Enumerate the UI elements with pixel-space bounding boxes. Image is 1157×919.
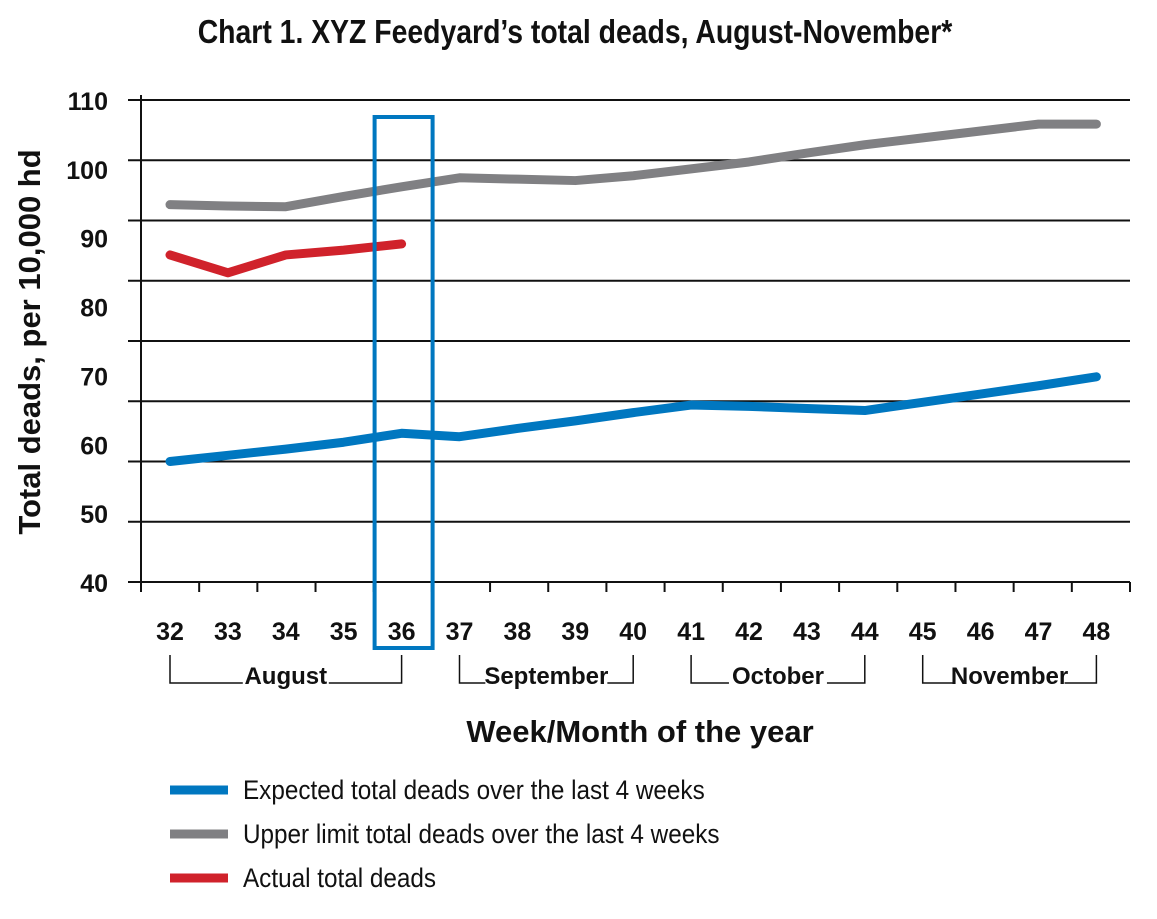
x-tick-label: 32 bbox=[156, 618, 184, 646]
month-label-bg bbox=[242, 662, 329, 688]
month-label: October bbox=[732, 663, 824, 690]
chart-title: Chart 1. XYZ Feedyard’s total deads, Aug… bbox=[198, 13, 953, 51]
legend-label: Actual total deads bbox=[243, 864, 436, 893]
x-tick-label: 44 bbox=[851, 618, 879, 646]
y-tick-label: 110 bbox=[68, 88, 108, 116]
month-label: August bbox=[244, 663, 327, 690]
x-tick-label: 42 bbox=[735, 618, 763, 646]
x-tick-label: 38 bbox=[503, 618, 531, 646]
x-tick-label: 34 bbox=[272, 618, 300, 646]
x-tick-label: 46 bbox=[967, 618, 995, 646]
x-axis-label: Week/Month of the year bbox=[466, 714, 813, 749]
y-tick-label: 80 bbox=[80, 295, 108, 323]
x-tick-label: 48 bbox=[1082, 618, 1110, 646]
y-tick-label: 100 bbox=[66, 157, 108, 185]
legend-label: Expected total deads over the last 4 wee… bbox=[243, 776, 705, 805]
x-tick-label: 35 bbox=[330, 618, 358, 646]
y-tick-label: 50 bbox=[80, 501, 108, 529]
y-tick-label: 70 bbox=[80, 363, 108, 391]
y-tick-label: 40 bbox=[80, 570, 108, 598]
month-label-bg bbox=[728, 662, 827, 688]
x-tick-label: 43 bbox=[793, 618, 821, 646]
month-label-bg bbox=[954, 662, 1065, 688]
series-line bbox=[165, 372, 1101, 466]
highlight-box bbox=[372, 115, 435, 650]
month-label-bg bbox=[485, 662, 608, 688]
x-tick-label: 45 bbox=[909, 618, 937, 646]
x-tick-label: 37 bbox=[446, 618, 474, 646]
series-line bbox=[165, 239, 407, 278]
y-tick-label: 60 bbox=[80, 432, 108, 460]
y-tick-label: 90 bbox=[80, 226, 108, 254]
x-tick-label: 33 bbox=[214, 618, 242, 646]
legend-label: Upper limit total deads over the last 4 … bbox=[243, 820, 720, 849]
x-tick-label: 36 bbox=[388, 618, 416, 646]
x-tick-label: 39 bbox=[561, 618, 589, 646]
month-label: November bbox=[951, 663, 1068, 690]
x-tick-label: 47 bbox=[1025, 618, 1053, 646]
month-label: September bbox=[484, 663, 608, 690]
x-tick-label: 41 bbox=[677, 618, 705, 646]
series-line bbox=[165, 119, 1101, 212]
y-axis-label: Total deads, per 10,000 hd bbox=[12, 149, 47, 534]
x-tick-label: 40 bbox=[619, 618, 647, 646]
